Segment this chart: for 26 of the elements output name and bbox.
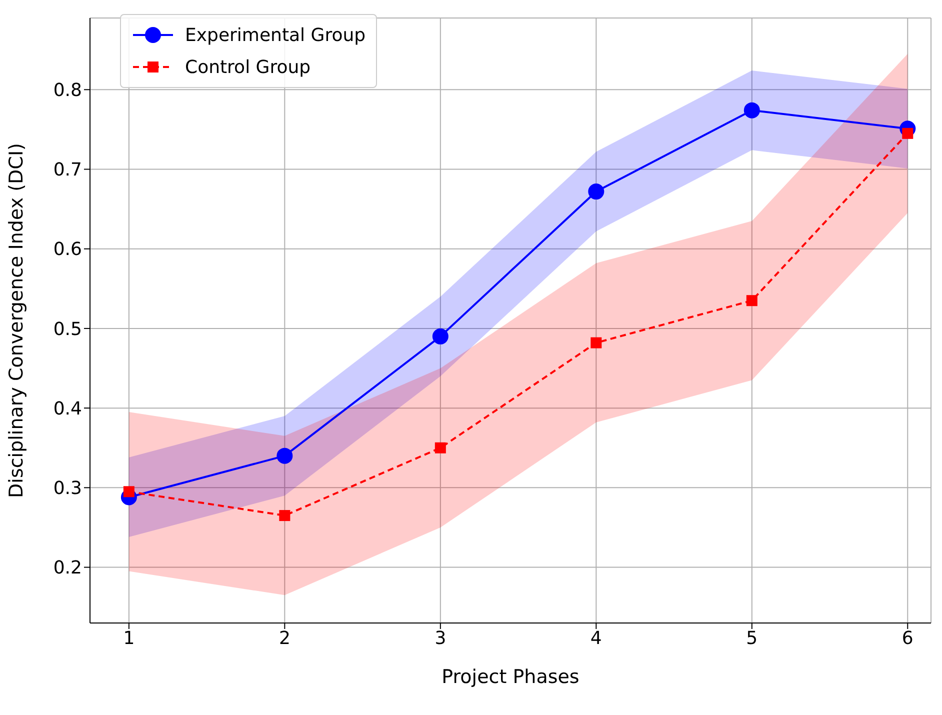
y-tick-label: 0.5: [53, 318, 82, 340]
point: [432, 328, 448, 344]
y-tick-label: 0.8: [53, 80, 82, 102]
y-tick-label: 0.4: [53, 398, 82, 420]
y-tick-label: 0.2: [53, 558, 82, 579]
x-tick-label: 4: [590, 628, 602, 649]
x-tick-label: 2: [278, 628, 290, 649]
x-tick-label: 1: [123, 628, 135, 649]
point: [434, 442, 446, 454]
point: [276, 448, 293, 464]
x-tick-label: 6: [902, 628, 914, 649]
point: [279, 510, 290, 522]
point: [590, 337, 602, 348]
legend-label: Control Group: [185, 56, 311, 78]
legend-label: Experimental Group: [185, 24, 366, 46]
y-tick-label: 0.3: [53, 478, 82, 500]
y-tick-label: 0.6: [53, 239, 82, 260]
x-tick-label: 3: [434, 628, 446, 649]
point: [746, 295, 758, 306]
y-tick-label: 0.7: [53, 160, 82, 181]
y-axis-title: Disciplinary Convergence Index (DCI): [6, 143, 28, 498]
point: [123, 486, 134, 498]
point: [744, 102, 760, 118]
x-axis-title: Project Phases: [442, 666, 580, 688]
point: [588, 184, 604, 200]
x-tick-label: 5: [746, 628, 758, 649]
